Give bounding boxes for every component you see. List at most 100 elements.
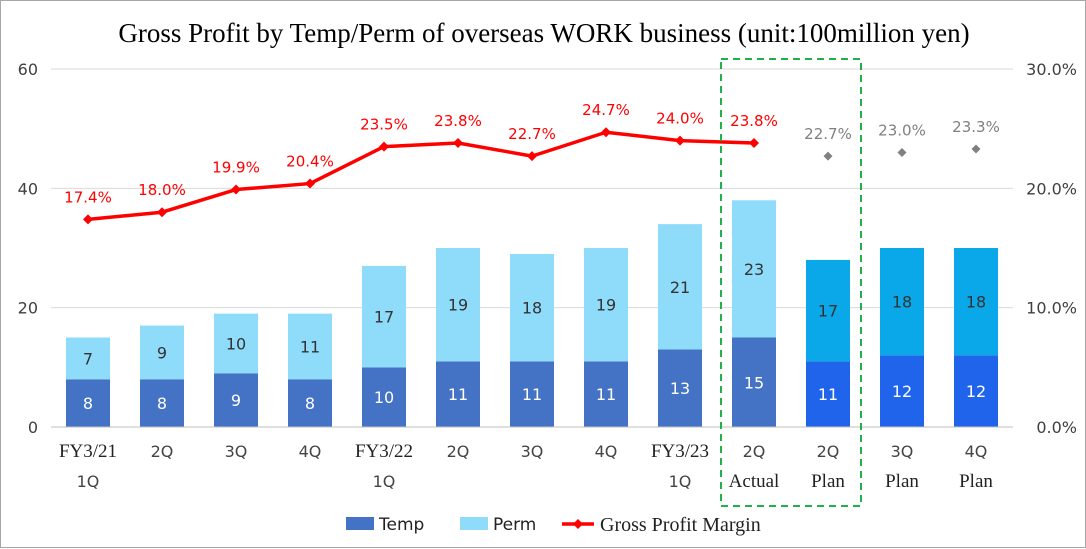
x-tick-label: 2Q [743, 442, 766, 461]
y-axis-right: 0.0% 10.0% 20.0% 30.0% [1026, 60, 1077, 437]
y-tick-label: 60 [18, 60, 38, 79]
bar-temp [732, 337, 776, 427]
data-label-temp: 9 [231, 391, 241, 410]
margin-marker [897, 148, 907, 158]
x-tick-label: Plan [811, 471, 845, 492]
margin-data-label: 17.4% [64, 188, 112, 206]
data-label-temp: 12 [966, 382, 986, 401]
margin-data-label: 23.3% [952, 118, 1000, 136]
margin-data-label: 19.9% [212, 159, 260, 177]
margin-data-label: 23.5% [360, 116, 408, 134]
x-tick-label: 4Q [595, 442, 618, 461]
margin-data-label: 23.0% [878, 122, 926, 140]
bar-perm [140, 325, 184, 380]
margin-marker [305, 178, 315, 189]
bar-perm [362, 265, 406, 368]
bar-temp [436, 361, 480, 427]
data-label-perm: 17 [818, 302, 838, 321]
data-label-temp: 11 [522, 385, 542, 404]
x-tick-label: 3Q [521, 442, 544, 461]
bar-perm [436, 248, 480, 362]
data-label-perm: 19 [596, 296, 616, 315]
y2-tick-label: 0.0% [1036, 418, 1077, 437]
x-tick-label: Plan [959, 471, 993, 492]
margin-marker [157, 207, 167, 218]
x-tick-label: 1Q [77, 472, 100, 491]
legend-label-temp: Temp [378, 515, 424, 535]
bar-series: 8 7 8 9 9 10 8 11 10 17 11 19 11 18 11 19 13 21 15 23 11 17 12… [51, 200, 1013, 428]
y2-tick-label: 30.0% [1026, 60, 1077, 79]
data-label-temp: 11 [818, 385, 838, 404]
y2-tick-label: 20.0% [1026, 179, 1077, 198]
x-tick-label: 1Q [373, 472, 396, 491]
bar-temp [214, 373, 258, 427]
data-label-temp: 11 [596, 385, 616, 404]
bar-temp [510, 361, 554, 427]
margin-marker [823, 151, 833, 161]
chart-title: Gross Profit by Temp/Perm of overseas WO… [118, 18, 969, 48]
data-label-perm: 23 [744, 260, 764, 279]
margin-marker [527, 151, 537, 162]
x-axis: FY3/21 1Q 2Q 3Q 4Q FY3/22 1Q 2Q 3Q 4Q FY3/23 1Q 2Q Ac… [59, 441, 993, 492]
bar-perm [510, 253, 554, 362]
data-label-perm: 18 [966, 293, 986, 312]
legend-swatch-temp [346, 517, 374, 530]
legend-marker-margin [573, 519, 583, 529]
data-label-temp: 15 [744, 373, 764, 392]
x-tick-label: Actual [729, 471, 780, 492]
legend-label-margin: Gross Profit Margin [600, 514, 761, 536]
bar-temp [288, 379, 332, 427]
highlight-dashed-box [720, 58, 862, 507]
bar-temp [584, 361, 628, 427]
data-label-perm: 7 [83, 349, 93, 368]
margin-marker [231, 184, 241, 195]
x-tick-label: 2Q [817, 442, 840, 461]
x-tick-label: 4Q [299, 442, 322, 461]
bar-temp [954, 355, 998, 427]
margin-line-series: 17.4% 18.0% 19.9% 20.4% 23.5% 23.8% 22.7% 24.7%… [64, 101, 1000, 225]
bar-temp [658, 349, 702, 427]
y-tick-label: 20 [18, 299, 38, 318]
margin-marker [83, 214, 93, 225]
margin-data-label: 23.8% [434, 112, 482, 130]
x-tick-label: 2Q [151, 442, 174, 461]
margin-marker [749, 137, 759, 148]
data-label-perm: 10 [226, 334, 246, 353]
margin-data-label: 22.7% [804, 125, 852, 143]
data-label-temp: 11 [448, 385, 468, 404]
bar-perm [288, 313, 332, 380]
bar-perm [66, 337, 110, 380]
bar-temp [66, 379, 110, 427]
margin-marker [601, 127, 611, 138]
data-label-perm: 17 [374, 308, 394, 327]
legend-swatch-perm [460, 517, 488, 530]
x-tick-label: 2Q [447, 442, 470, 461]
bar-temp [140, 379, 184, 427]
data-label-perm: 21 [670, 278, 690, 297]
legend-label-perm: Perm [493, 515, 536, 535]
bar-temp [806, 361, 850, 427]
margin-data-label: 24.0% [656, 110, 704, 128]
data-label-temp: 8 [83, 394, 93, 413]
y2-tick-label: 10.0% [1026, 299, 1077, 318]
margin-line [87, 130, 755, 222]
data-label-perm: 19 [448, 296, 468, 315]
data-label-perm: 11 [300, 337, 320, 356]
data-label-perm: 18 [892, 293, 912, 312]
x-tick-label: 3Q [891, 442, 914, 461]
bar-temp [880, 355, 924, 427]
x-tick-label: 4Q [965, 442, 988, 461]
margin-marker [971, 144, 981, 154]
data-label-perm: 18 [522, 299, 542, 318]
data-label-perm: 9 [157, 343, 167, 362]
data-label-temp: 13 [670, 379, 690, 398]
margin-data-label: 20.4% [286, 153, 334, 171]
data-label-temp: 10 [374, 388, 394, 407]
margin-data-label: 23.8% [730, 112, 778, 130]
bar-perm [214, 313, 258, 374]
bar-perm [732, 200, 776, 338]
x-tick-label: FY3/22 [355, 441, 413, 462]
data-label-temp: 12 [892, 382, 912, 401]
